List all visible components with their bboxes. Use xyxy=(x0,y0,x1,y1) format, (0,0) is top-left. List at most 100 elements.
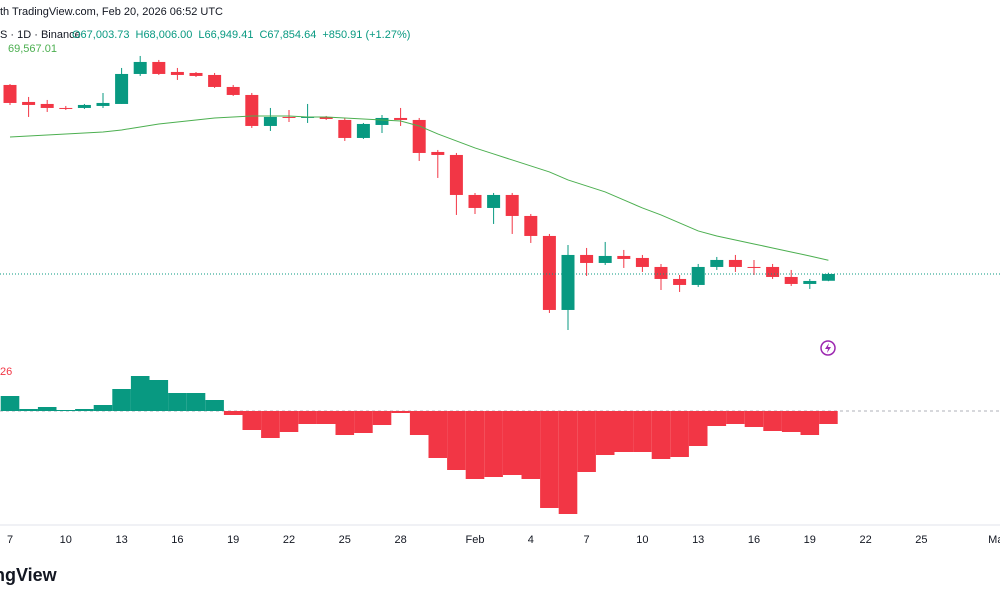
candle-body xyxy=(821,273,835,281)
sma-label: 69,567.01 xyxy=(8,43,57,55)
x-tick-label: 28 xyxy=(394,534,406,546)
candle-body xyxy=(282,116,296,118)
alert-bolt[interactable] xyxy=(825,343,831,353)
histogram-label: 26 xyxy=(0,366,12,378)
header: th TradingView.com, Feb 20, 2026 06:52 U… xyxy=(0,6,223,18)
histogram-bar xyxy=(168,393,187,411)
candle-body xyxy=(654,266,668,279)
histogram-bar xyxy=(633,411,652,452)
candle-body xyxy=(152,61,166,74)
histogram-bar xyxy=(298,411,317,424)
candle-body xyxy=(635,257,649,267)
histogram-bar xyxy=(521,411,541,479)
change-label: +850.91 (+1.27%) xyxy=(322,29,410,41)
ohlc-label: H68,006.00 xyxy=(136,29,193,41)
x-tick-label: Ma xyxy=(988,534,1000,546)
candle-body xyxy=(96,102,110,106)
candle-body xyxy=(468,194,482,208)
ohlc-label: C67,854.64 xyxy=(259,29,316,41)
candle-body xyxy=(561,254,575,310)
candle-body xyxy=(449,154,463,195)
candle-body xyxy=(728,259,742,267)
x-tick-label: 16 xyxy=(748,534,760,546)
candle-body xyxy=(133,61,147,74)
histogram-bar xyxy=(447,411,466,470)
candle-body xyxy=(691,266,705,285)
symbol: S · 1D · Binance xyxy=(0,29,81,41)
histogram-bar xyxy=(37,407,57,411)
histogram-bar xyxy=(335,411,355,435)
candle-body xyxy=(3,84,17,103)
candle-body xyxy=(115,73,129,104)
candle-body xyxy=(580,254,594,263)
alert-icon[interactable] xyxy=(820,340,836,356)
histogram-bar xyxy=(577,411,596,472)
histogram-bar xyxy=(726,411,745,424)
candle-body xyxy=(524,215,538,236)
histogram-bar xyxy=(781,411,801,432)
histogram-bar xyxy=(75,409,94,411)
candle-body xyxy=(542,235,556,310)
histogram-bar xyxy=(670,411,689,457)
candle-body xyxy=(40,103,54,108)
candle-body xyxy=(617,255,631,259)
x-tick-label: 10 xyxy=(60,534,72,546)
candle-body xyxy=(245,94,259,126)
histogram-bar xyxy=(391,411,410,413)
histogram-bar xyxy=(465,411,485,479)
histogram-bar xyxy=(540,411,559,508)
histogram-bar xyxy=(595,411,615,455)
x-tick-label: 7 xyxy=(584,534,590,546)
candle-body xyxy=(766,266,780,277)
histogram-bar xyxy=(149,380,169,411)
histogram-bar xyxy=(763,411,782,431)
candle-body xyxy=(375,117,389,125)
candle-body xyxy=(710,259,724,267)
x-tick-label: 19 xyxy=(804,534,816,546)
candle-body xyxy=(598,255,612,263)
x-tick-label: 13 xyxy=(692,534,704,546)
histogram-bar xyxy=(223,411,243,415)
histogram-bar xyxy=(614,411,634,452)
histogram-bar xyxy=(112,389,131,411)
ohlc-label: O67,003.73 xyxy=(72,29,130,41)
sma-line xyxy=(9,115,829,261)
candle-body xyxy=(487,194,501,208)
x-tick-label: 4 xyxy=(528,534,534,546)
histogram-bar xyxy=(800,411,820,435)
histogram-bar xyxy=(93,405,113,411)
histogram-bar xyxy=(502,411,522,475)
x-tick-label: 7 xyxy=(7,534,13,546)
candle-body xyxy=(338,119,352,138)
x-tick-label: 10 xyxy=(636,534,648,546)
x-tick-label: 22 xyxy=(859,534,871,546)
ohlc-label: L66,949.41 xyxy=(198,29,253,41)
candle-body xyxy=(263,116,277,126)
histogram-bar xyxy=(205,400,224,411)
histogram-bar xyxy=(409,411,429,435)
candle-body xyxy=(226,86,240,95)
candle-body xyxy=(59,107,73,109)
candle-body xyxy=(356,123,370,138)
candle-body xyxy=(189,72,203,76)
histogram-bar xyxy=(261,411,280,438)
candle-body xyxy=(22,101,36,105)
x-tick-label: 13 xyxy=(115,534,127,546)
histogram-bar xyxy=(242,411,262,430)
histogram-bar xyxy=(0,396,20,411)
x-tick-label: 16 xyxy=(171,534,183,546)
histogram-bar xyxy=(744,411,764,427)
candle-body xyxy=(673,278,687,285)
x-tick-label: 25 xyxy=(915,534,927,546)
x-tick-label: 19 xyxy=(227,534,239,546)
histogram-bar xyxy=(19,409,38,411)
candle-body xyxy=(747,266,761,268)
candle-body xyxy=(505,194,519,216)
histogram-bar xyxy=(428,411,448,458)
histogram-bar xyxy=(316,411,336,424)
candle-body xyxy=(319,116,333,119)
histogram-bar xyxy=(558,411,578,514)
alert-circle[interactable] xyxy=(820,340,836,356)
